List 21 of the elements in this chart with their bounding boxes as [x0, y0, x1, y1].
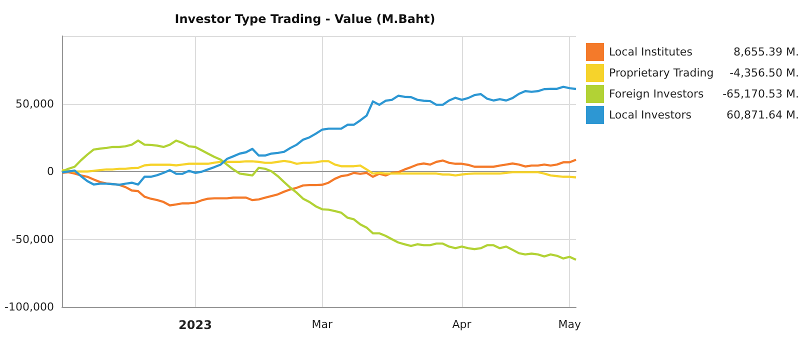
legend-label: Local Institutes — [609, 46, 693, 58]
x-tick-label: Apr — [452, 318, 472, 331]
text: 8,655.39 M. — [734, 46, 799, 58]
text: 60,871.64 M. — [726, 108, 799, 122]
line-series — [60, 86, 578, 186]
text: -65,170.53 M. — [722, 88, 799, 100]
x-tick-label: Mar — [312, 318, 334, 331]
y-tick-label: -100,000 — [4, 300, 54, 314]
line-series — [60, 158, 578, 206]
x-tick-label: May — [558, 318, 582, 331]
line-series — [60, 140, 578, 261]
y-tick-label: 0 — [47, 165, 54, 178]
text: -4,356.50 M. — [730, 66, 799, 80]
legend-label: Proprietary Trading — [609, 66, 714, 80]
legend-label: Local Investors — [609, 108, 692, 122]
y-tick-label: 50,000 — [16, 97, 54, 110]
legend-label: Foreign Investors — [609, 88, 704, 100]
x-tick-label: 2023 — [178, 318, 212, 332]
chart-title: Investor Type Trading - Value (M.Baht) — [174, 12, 436, 26]
y-tick-label: -50,000 — [12, 232, 54, 246]
line-series — [60, 160, 578, 179]
